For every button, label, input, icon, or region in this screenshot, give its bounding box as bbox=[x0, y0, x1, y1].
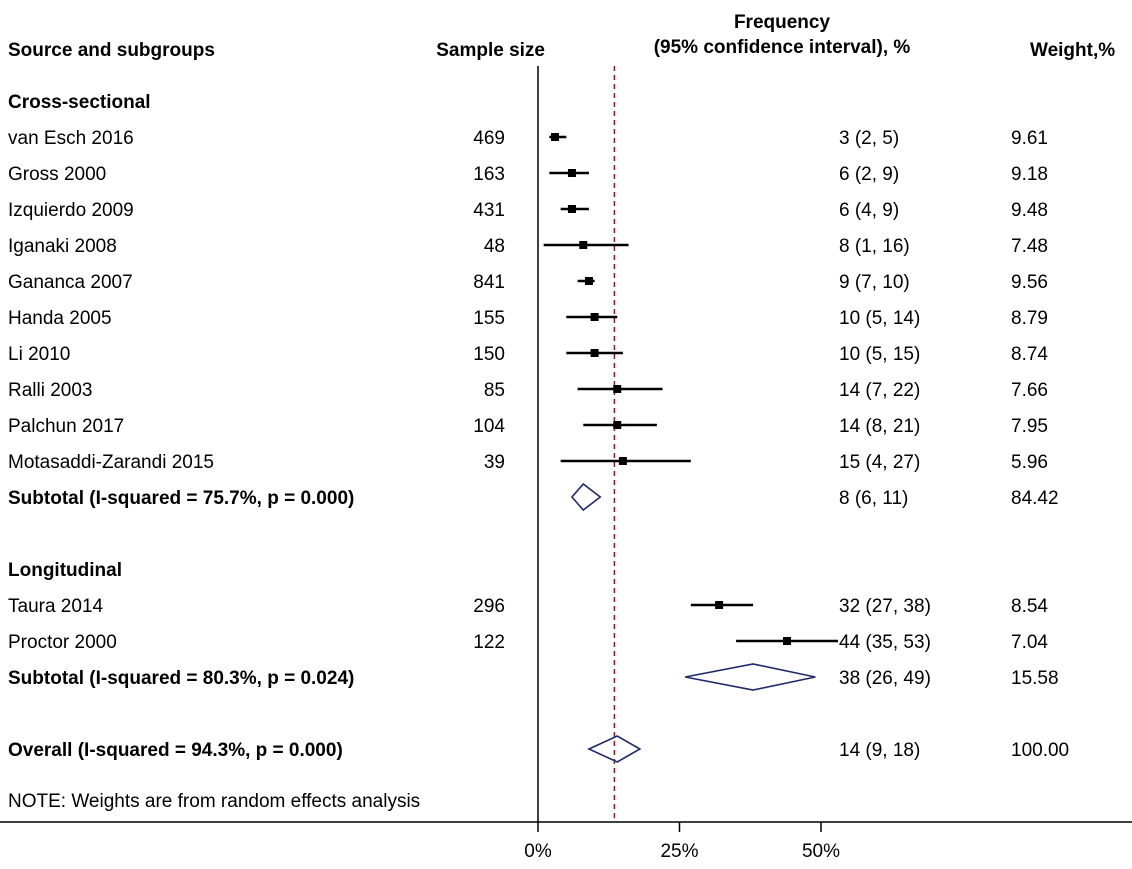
weight-value: 7.04 bbox=[1011, 632, 1048, 653]
ci-text: 6 (2, 9) bbox=[839, 164, 899, 185]
subtotal-label: Subtotal (I-squared = 80.3%, p = 0.024) bbox=[8, 668, 354, 689]
study-label: Palchun 2017 bbox=[8, 416, 124, 437]
sample-size: 841 bbox=[473, 272, 505, 293]
x-tick-label: 0% bbox=[524, 841, 552, 862]
point-estimate bbox=[590, 349, 599, 357]
weight-value: 8.79 bbox=[1011, 308, 1048, 329]
study-label: Gananca 2007 bbox=[8, 272, 133, 293]
x-tick-label: 50% bbox=[802, 841, 840, 862]
header-frequency-label-2: (95% confidence interval), % bbox=[654, 37, 911, 58]
weight-value: 7.95 bbox=[1011, 416, 1048, 437]
header-frequency-label-1: Frequency bbox=[734, 12, 831, 33]
ci-text: 14 (7, 22) bbox=[839, 380, 920, 401]
study-label: Handa 2005 bbox=[8, 308, 112, 329]
x-axis-ticks: 0% 25% 50% bbox=[524, 822, 840, 862]
study-label: Taura 2014 bbox=[8, 596, 104, 617]
weight-value: 7.66 bbox=[1011, 380, 1048, 401]
point-estimate bbox=[579, 241, 588, 249]
weight-value: 8.54 bbox=[1011, 596, 1048, 617]
sample-size: 296 bbox=[473, 596, 505, 617]
weight-value: 5.96 bbox=[1011, 452, 1048, 473]
point-estimate bbox=[613, 385, 622, 393]
ci-text: 8 (6, 11) bbox=[839, 488, 908, 509]
x-tick-label: 25% bbox=[660, 841, 698, 862]
ci-text: 9 (7, 10) bbox=[839, 272, 910, 293]
ci-text: 15 (4, 27) bbox=[839, 452, 920, 473]
study-label: van Esch 2016 bbox=[8, 128, 134, 149]
ci-text: 10 (5, 14) bbox=[839, 308, 920, 329]
note-text: NOTE: Weights are from random effects an… bbox=[8, 791, 420, 812]
weight-value: 9.61 bbox=[1011, 128, 1048, 149]
ci-text: 38 (26, 49) bbox=[839, 668, 931, 689]
study-label: Izquierdo 2009 bbox=[8, 200, 134, 221]
study-label: Motasaddi-Zarandi 2015 bbox=[8, 452, 214, 473]
ci-text: 10 (5, 15) bbox=[839, 344, 920, 365]
study-label: Li 2010 bbox=[8, 344, 70, 365]
subtotal-diamond bbox=[570, 482, 602, 512]
sample-size: 104 bbox=[473, 416, 505, 437]
overall-label: Overall (I-squared = 94.3%, p = 0.000) bbox=[8, 740, 343, 761]
point-estimate bbox=[550, 133, 559, 141]
ci-text: 6 (4, 9) bbox=[839, 200, 899, 221]
group-label: Cross-sectional bbox=[8, 92, 151, 113]
study-label: Proctor 2000 bbox=[8, 632, 117, 653]
sample-size: 469 bbox=[473, 128, 505, 149]
weight-value: 15.58 bbox=[1011, 668, 1059, 689]
sample-size: 163 bbox=[473, 164, 505, 185]
weight-value: 84.42 bbox=[1011, 488, 1059, 509]
ci-text: 44 (35, 53) bbox=[839, 632, 931, 653]
weight-value: 7.48 bbox=[1011, 236, 1048, 257]
study-label: Gross 2000 bbox=[8, 164, 106, 185]
weight-value: 100.00 bbox=[1011, 740, 1069, 761]
rows-layer: Cross-sectional van Esch 2016 469 3 (2, 5) 9… bbox=[8, 92, 1069, 763]
point-estimate bbox=[567, 169, 576, 177]
point-estimate bbox=[590, 313, 599, 321]
ci-text: 8 (1, 16) bbox=[839, 236, 910, 257]
weight-value: 9.48 bbox=[1011, 200, 1048, 221]
subtotal-label: Subtotal (I-squared = 75.7%, p = 0.000) bbox=[8, 488, 354, 509]
point-estimate bbox=[618, 457, 627, 465]
sample-size: 431 bbox=[473, 200, 505, 221]
header-source-label: Source and subgroups bbox=[8, 40, 215, 61]
group-label: Longitudinal bbox=[8, 560, 122, 581]
sample-size: 155 bbox=[473, 308, 505, 329]
weight-value: 9.18 bbox=[1011, 164, 1048, 185]
ci-text: 3 (2, 5) bbox=[839, 128, 899, 149]
point-estimate bbox=[584, 277, 593, 285]
point-estimate bbox=[613, 421, 622, 429]
study-label: Iganaki 2008 bbox=[8, 236, 117, 257]
ci-text: 14 (9, 18) bbox=[839, 740, 920, 761]
point-estimate bbox=[715, 601, 724, 609]
weight-value: 9.56 bbox=[1011, 272, 1048, 293]
sample-size: 122 bbox=[473, 632, 505, 653]
subtotal-diamond bbox=[685, 663, 816, 691]
sample-size: 150 bbox=[473, 344, 505, 365]
header-weight-label: Weight,% bbox=[1030, 40, 1115, 61]
point-estimate bbox=[567, 205, 576, 213]
weight-value: 8.74 bbox=[1011, 344, 1048, 365]
header-sample-label: Sample size bbox=[436, 40, 545, 61]
study-label: Ralli 2003 bbox=[8, 380, 93, 401]
overall-diamond bbox=[587, 735, 642, 763]
sample-size: 39 bbox=[484, 452, 505, 473]
point-estimate bbox=[783, 637, 792, 645]
ci-text: 32 (27, 38) bbox=[839, 596, 931, 617]
sample-size: 85 bbox=[484, 380, 505, 401]
sample-size: 48 bbox=[484, 236, 505, 257]
ci-text: 14 (8, 21) bbox=[839, 416, 920, 437]
